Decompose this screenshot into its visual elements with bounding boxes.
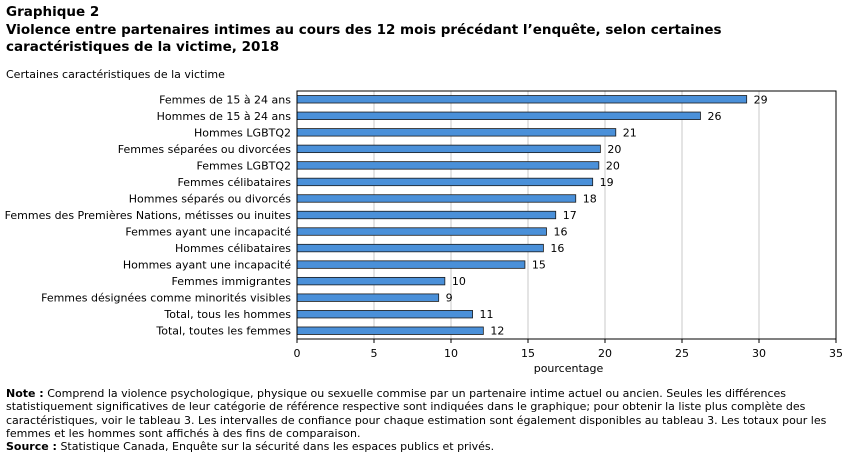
value-label: 16 (550, 242, 564, 255)
source-paragraph: Source : Statistique Canada, Enquête sur… (6, 440, 846, 453)
bar (296, 260, 526, 269)
category-label: Femmes désignées comme minorités visible… (41, 292, 291, 305)
bar (296, 111, 701, 120)
category-label: Femmes LGBTQ2 (197, 159, 292, 172)
value-label: 15 (532, 259, 546, 272)
bar (296, 210, 557, 220)
x-tick-label: 0 (294, 347, 301, 360)
category-label: Femmes immigrantes (172, 275, 292, 288)
source-label: Source : (6, 440, 57, 454)
x-axis-label: pourcentage (534, 362, 604, 375)
value-label: 20 (606, 159, 620, 172)
category-label: Hommes de 15 à 24 ans (157, 110, 292, 123)
notes: Note : Comprend la violence psychologiqu… (6, 387, 846, 453)
bar (296, 194, 577, 203)
bar (296, 310, 473, 319)
value-label: 9 (446, 292, 453, 305)
value-label: 16 (553, 226, 567, 239)
x-tick-label: 15 (521, 347, 535, 360)
source-text: Statistique Canada, Enquête sur la sécur… (56, 440, 495, 454)
bar (296, 326, 484, 335)
plot-frame (296, 90, 837, 340)
category-label: Femmes de 15 à 24 ans (159, 93, 291, 106)
category-label: Hommes ayant une incapacité (123, 259, 291, 272)
x-tick-label: 20 (598, 347, 612, 360)
value-label: 10 (452, 275, 466, 288)
value-label: 17 (563, 209, 577, 222)
category-label: Femmes séparées ou divorcées (118, 143, 292, 156)
category-label: Femmes ayant une incapacité (125, 226, 291, 239)
bars (296, 95, 748, 335)
chart-title: Violence entre partenaires intimes au co… (6, 22, 722, 55)
category-label: Total, tous les hommes (163, 308, 291, 321)
note-label: Note : (6, 387, 44, 400)
category-label: Hommes séparés ou divorcés (129, 192, 291, 205)
x-tick-label: 35 (829, 347, 843, 360)
bar (296, 293, 440, 302)
bar (296, 177, 594, 187)
value-label: 19 (600, 176, 614, 189)
bar (296, 227, 547, 236)
note-text: Comprend la violence psychologique, phys… (6, 387, 827, 440)
x-tick-label: 30 (752, 347, 766, 360)
x-tick-label: 5 (371, 347, 378, 360)
note-paragraph: Note : Comprend la violence psychologiqu… (6, 387, 846, 440)
figure-label: Graphique 2 (6, 4, 100, 20)
category-labels: Femmes de 15 à 24 ans Hommes de 15 à 24 a… (5, 93, 292, 337)
category-label: Hommes LGBTQ2 (194, 126, 291, 139)
bar-chart: Femmes de 15 à 24 ans Hommes de 15 à 24 a… (5, 90, 843, 375)
y-axis-label: Certaines caractéristiques de la victime (6, 68, 225, 81)
bar (296, 128, 617, 137)
bar (296, 95, 748, 104)
bar (296, 243, 544, 253)
value-label: 20 (607, 143, 621, 156)
value-label: 29 (754, 93, 768, 106)
x-tick-label: 10 (444, 347, 458, 360)
value-label: 21 (623, 126, 637, 139)
value-label: 26 (707, 110, 721, 123)
category-label: Total, toutes les femmes (155, 325, 291, 338)
bar (296, 144, 601, 154)
value-label: 11 (480, 308, 494, 321)
category-label: Femmes des Premières Nations, métisses o… (5, 209, 292, 222)
value-label: 12 (490, 325, 504, 338)
category-label: Hommes célibataires (175, 242, 291, 255)
x-tick-label: 25 (675, 347, 689, 360)
bar (296, 161, 600, 170)
bar (296, 276, 446, 286)
category-label: Femmes célibataires (178, 176, 292, 189)
x-tick-labels: 0 5 10 15 20 25 30 35 (294, 339, 843, 360)
value-label: 18 (583, 192, 597, 205)
